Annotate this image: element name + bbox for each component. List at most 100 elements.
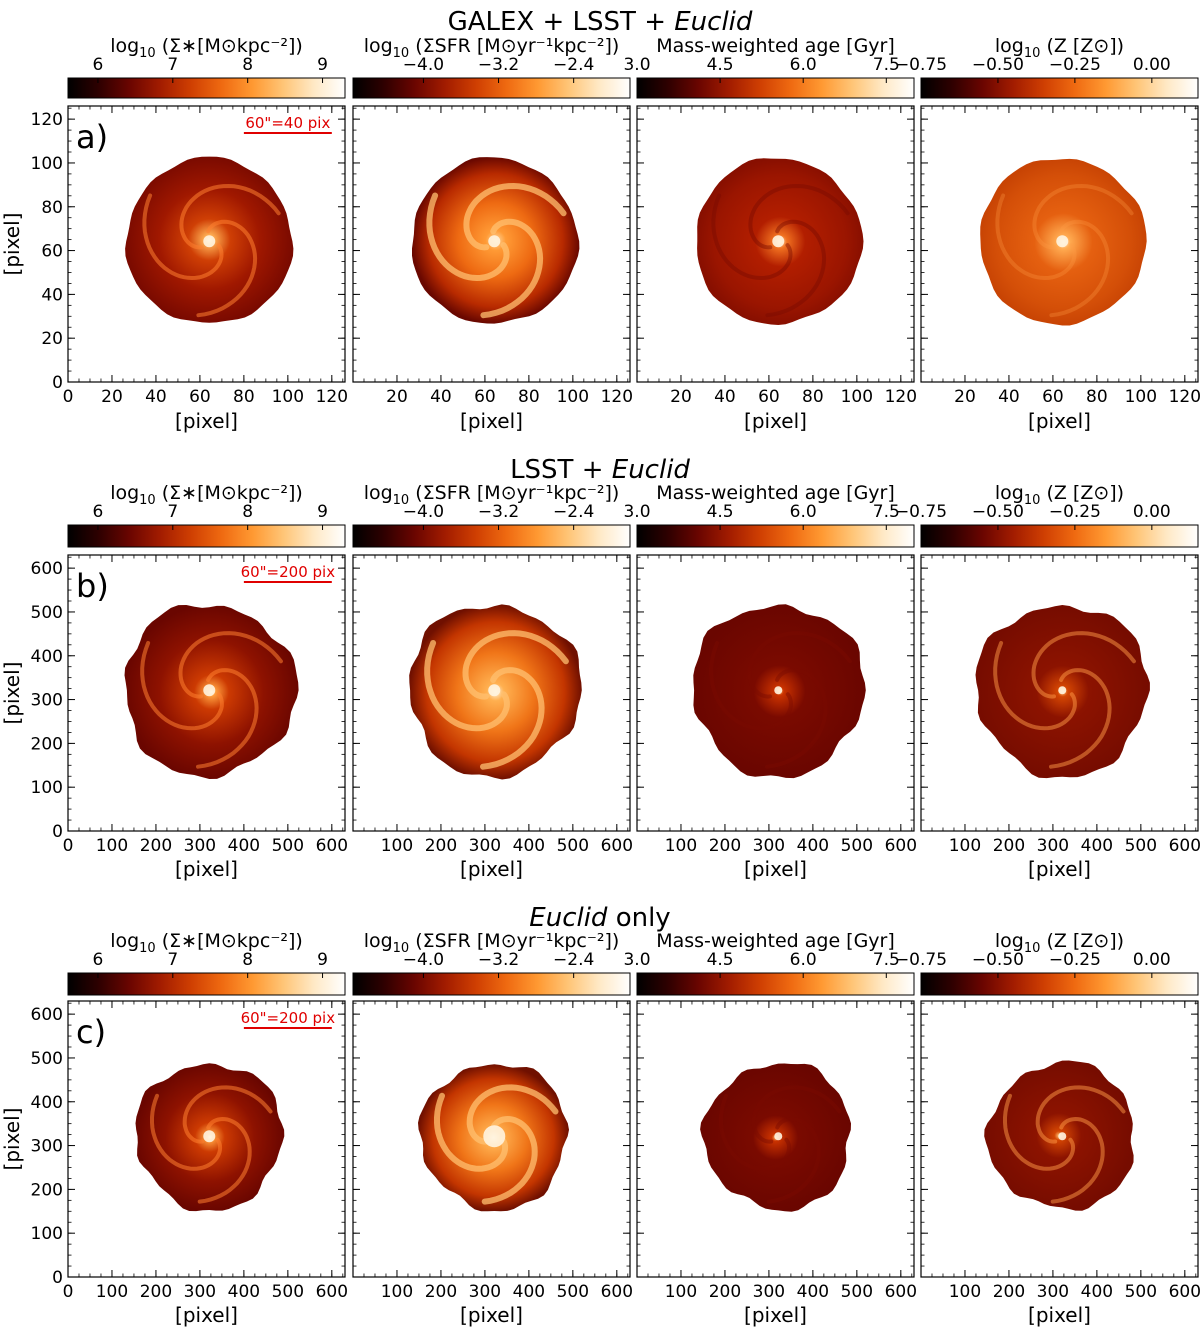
x-tick-label: 100 xyxy=(381,1282,413,1302)
colorbar-label: log10 (Z [Z⊙]) xyxy=(995,482,1124,508)
x-tick-label: 300 xyxy=(184,1282,216,1302)
colorbar-label: log10 (Z [Z⊙]) xyxy=(995,35,1124,61)
colorbar-tick-label: −0.50 xyxy=(972,502,1024,522)
spiral-arm xyxy=(747,631,852,699)
y-tick-label: 0 xyxy=(52,1268,63,1288)
spiral-arm xyxy=(748,183,850,250)
map-panel-metal: log10 (Z [Z⊙]) −0.75 −0.50 −0.25 0.00 20 40 60 8… xyxy=(895,35,1200,433)
map-panel-age: Mass-weighted age [Gyr] 3.0 4.5 6.0 7.5 20 40 6… xyxy=(623,35,917,433)
x-tick-label: 20 xyxy=(101,387,123,407)
spiral-arm xyxy=(150,1093,223,1171)
x-tick-label: 400 xyxy=(228,1282,260,1302)
colorbar-tick-label: −0.25 xyxy=(1049,502,1101,522)
colorbar-tick-label: −3.2 xyxy=(478,55,519,75)
colorbar-tick-label: −2.4 xyxy=(553,950,594,970)
colorbar-tick-label: −0.25 xyxy=(1049,55,1101,75)
x-axis-label: [pixel] xyxy=(744,409,807,433)
y-tick-label: 500 xyxy=(31,1049,63,1069)
map-panel-sfr: log10 (ΣSFR [M⊙yr⁻¹kpc⁻²])−4.0 −3.2 −2.4 10… xyxy=(352,930,633,1327)
x-axis-label: [pixel] xyxy=(744,857,807,881)
colorbar xyxy=(920,524,1199,548)
x-axis-label: [pixel] xyxy=(1028,1303,1091,1327)
colorbar-tick-label: 8 xyxy=(242,55,253,75)
map-axes: 0 100 200 300 400 500 600 0 100 200 300 400 500 600 [p… xyxy=(0,1000,348,1327)
x-tick-label: 300 xyxy=(753,836,785,856)
colorbar-tick-label: 9 xyxy=(317,950,328,970)
colorbar-tick-label: 4.5 xyxy=(707,55,734,75)
x-tick-label: 100 xyxy=(96,1282,128,1302)
x-tick-label: 20 xyxy=(386,387,408,407)
x-tick-label: 200 xyxy=(425,1282,457,1302)
y-tick-label: 60 xyxy=(41,242,63,262)
axes-frame xyxy=(352,1000,631,1278)
x-tick-label: 60 xyxy=(474,387,496,407)
panel-row-b: LSST + Euclid log10 (Σ∗[M⊙kpc⁻²]) 6 7 8 9 0 100… xyxy=(0,455,1200,881)
x-tick-label: 400 xyxy=(513,836,545,856)
x-tick-label: 500 xyxy=(1125,836,1157,856)
x-tick-label: 0 xyxy=(63,1282,74,1302)
colorbar-tick-label: 7 xyxy=(167,502,178,522)
x-tick-label: 80 xyxy=(518,387,540,407)
x-tick-label: 500 xyxy=(1125,1282,1157,1302)
x-tick-label: 40 xyxy=(714,387,736,407)
x-tick-label: 100 xyxy=(272,387,304,407)
x-axis-label: [pixel] xyxy=(175,1303,238,1327)
spiral-arm xyxy=(462,630,569,700)
colorbar-tick-label: 6.0 xyxy=(790,950,817,970)
axes-frame xyxy=(636,1000,915,1278)
colorbar-label: log10 (ΣSFR [M⊙yr⁻¹kpc⁻²]) xyxy=(364,35,620,61)
colorbar xyxy=(352,972,631,996)
colorbar-tick-label: −2.4 xyxy=(553,502,594,522)
colorbar xyxy=(67,524,346,548)
colorbar xyxy=(67,77,346,99)
spiral-arm xyxy=(719,1093,792,1171)
x-tick-label: 100 xyxy=(665,1282,697,1302)
map-panel-mass: log10 (Σ∗[M⊙kpc⁻²]) 6 7 8 9 0 20 40 60 80 100 120 0 2… xyxy=(0,35,348,433)
x-tick-label: 500 xyxy=(557,1282,589,1302)
x-tick-label: 100 xyxy=(1125,387,1157,407)
map-axes: 100 200 300 400 500 600 [pixel] xyxy=(636,1000,917,1327)
colorbar xyxy=(636,972,915,996)
y-tick-label: 400 xyxy=(31,647,63,667)
x-tick-label: 500 xyxy=(841,1282,873,1302)
x-tick-label: 100 xyxy=(949,836,981,856)
colorbar-tick-label: 7.5 xyxy=(873,502,900,522)
axes-frame xyxy=(920,1000,1199,1278)
y-tick-label: 300 xyxy=(31,1137,63,1157)
colorbar-tick-label: −4.0 xyxy=(403,55,444,75)
spiral-arm xyxy=(481,1115,538,1205)
spiral-arm xyxy=(1031,631,1136,699)
axes-frame xyxy=(352,554,631,832)
colorbar-tick-label: −0.75 xyxy=(895,55,947,75)
spiral-arm xyxy=(1032,183,1134,250)
colorbar-tick-label: 6 xyxy=(93,502,104,522)
spiral-arm xyxy=(196,668,259,769)
x-tick-label: 100 xyxy=(381,836,413,856)
colorbar-tick-label: 9 xyxy=(317,55,328,75)
spiral-arm xyxy=(995,193,1077,281)
axes-frame xyxy=(67,1000,346,1278)
axes-frame xyxy=(636,105,915,383)
x-tick-label: 600 xyxy=(885,1282,917,1302)
colorbar-tick-label: −3.2 xyxy=(478,950,519,970)
colorbar-label: log10 (Σ∗[M⊙kpc⁻²]) xyxy=(110,930,303,956)
colorbar xyxy=(636,77,915,99)
colorbar-tick-label: 4.5 xyxy=(707,502,734,522)
axes-frame xyxy=(67,554,346,832)
map-axes: 20 40 60 80 100 120 [pixel] xyxy=(920,105,1200,433)
colorbar-tick-label: 3.0 xyxy=(623,950,650,970)
colorbar-label: Mass-weighted age [Gyr] xyxy=(656,35,895,57)
x-tick-label: 80 xyxy=(802,387,824,407)
x-tick-label: 500 xyxy=(841,836,873,856)
x-tick-label: 40 xyxy=(430,387,452,407)
x-tick-label: 300 xyxy=(1037,836,1069,856)
row-title: GALEX + LSST + Euclid xyxy=(448,7,753,37)
galaxy-core xyxy=(203,235,216,248)
colorbar-tick-label: −2.4 xyxy=(553,55,594,75)
x-tick-label: 60 xyxy=(1042,387,1064,407)
spiral-arm xyxy=(1049,668,1112,769)
spiral-arm xyxy=(993,641,1077,731)
colorbar-tick-label: 6 xyxy=(93,55,104,75)
spiral-arm xyxy=(140,641,224,731)
colorbar-tick-label: −0.50 xyxy=(972,950,1024,970)
